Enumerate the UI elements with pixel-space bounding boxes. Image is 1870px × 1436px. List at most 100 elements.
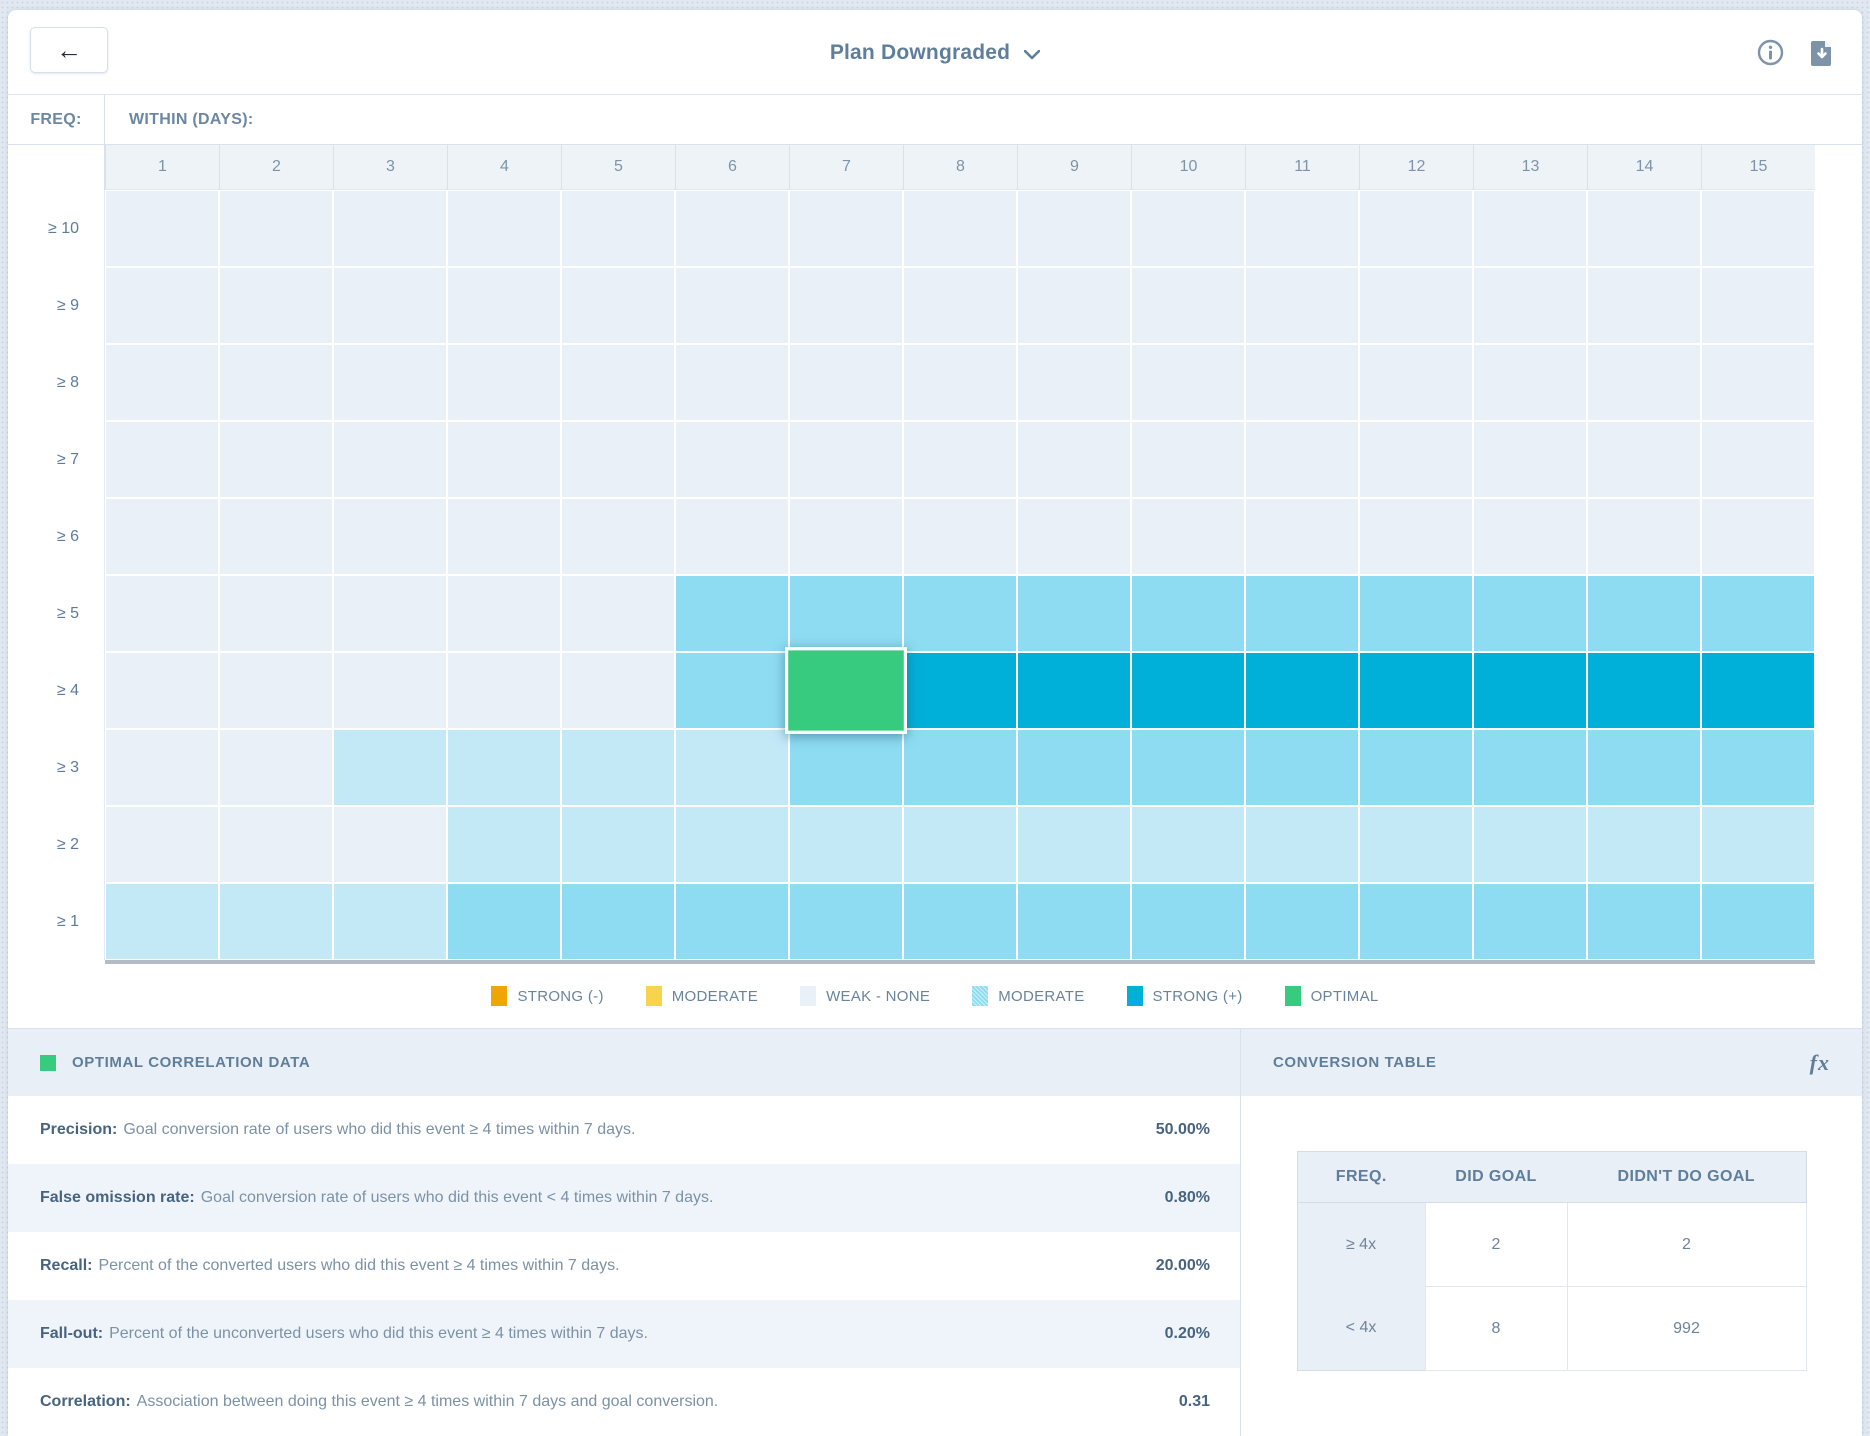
heatmap-cell[interactable] bbox=[903, 267, 1017, 344]
heatmap-cell[interactable] bbox=[675, 575, 789, 652]
heatmap-cell[interactable] bbox=[105, 190, 219, 267]
heatmap-cell[interactable] bbox=[1359, 190, 1473, 267]
heatmap-cell[interactable] bbox=[1245, 344, 1359, 421]
heatmap-cell[interactable] bbox=[1701, 883, 1815, 960]
heatmap-cell[interactable] bbox=[447, 806, 561, 883]
heatmap-cell[interactable] bbox=[1245, 652, 1359, 729]
heatmap-cell[interactable] bbox=[903, 575, 1017, 652]
heatmap-cell[interactable] bbox=[1017, 498, 1131, 575]
heatmap-cell[interactable] bbox=[561, 806, 675, 883]
heatmap-cell[interactable] bbox=[1587, 498, 1701, 575]
heatmap-cell[interactable] bbox=[333, 652, 447, 729]
heatmap-cell[interactable] bbox=[1587, 806, 1701, 883]
heatmap-cell[interactable] bbox=[105, 267, 219, 344]
heatmap-cell[interactable] bbox=[1359, 883, 1473, 960]
heatmap-cell[interactable] bbox=[675, 498, 789, 575]
heatmap-cell[interactable] bbox=[903, 806, 1017, 883]
heatmap-cell[interactable] bbox=[675, 190, 789, 267]
heatmap-cell[interactable] bbox=[219, 267, 333, 344]
heatmap-cell[interactable] bbox=[1017, 421, 1131, 498]
heatmap-cell[interactable] bbox=[333, 267, 447, 344]
heatmap-cell[interactable] bbox=[789, 267, 903, 344]
heatmap-cell[interactable] bbox=[333, 498, 447, 575]
heatmap-cell[interactable] bbox=[1359, 652, 1473, 729]
heatmap-cell[interactable] bbox=[1131, 652, 1245, 729]
heatmap-cell[interactable] bbox=[789, 498, 903, 575]
heatmap-cell[interactable] bbox=[1473, 498, 1587, 575]
download-report-icon[interactable] bbox=[1810, 39, 1834, 67]
heatmap-cell[interactable] bbox=[1587, 575, 1701, 652]
heatmap-cell[interactable] bbox=[219, 575, 333, 652]
heatmap-cell[interactable] bbox=[903, 498, 1017, 575]
heatmap-cell[interactable] bbox=[1473, 421, 1587, 498]
heatmap-cell[interactable] bbox=[789, 575, 903, 652]
heatmap-cell[interactable] bbox=[561, 498, 675, 575]
heatmap-cell[interactable] bbox=[333, 575, 447, 652]
heatmap-cell[interactable] bbox=[105, 421, 219, 498]
heatmap-cell[interactable] bbox=[1245, 806, 1359, 883]
heatmap-cell[interactable] bbox=[333, 190, 447, 267]
heatmap-cell[interactable] bbox=[789, 421, 903, 498]
heatmap-cell[interactable] bbox=[561, 729, 675, 806]
heatmap-cell[interactable] bbox=[1245, 498, 1359, 575]
heatmap-cell[interactable] bbox=[903, 729, 1017, 806]
heatmap-cell[interactable] bbox=[675, 421, 789, 498]
heatmap-cell[interactable] bbox=[1245, 190, 1359, 267]
heatmap-cell[interactable] bbox=[1587, 344, 1701, 421]
heatmap-cell[interactable] bbox=[219, 729, 333, 806]
heatmap-cell[interactable] bbox=[1473, 344, 1587, 421]
heatmap-cell[interactable] bbox=[105, 498, 219, 575]
heatmap-cell-selected-optimal[interactable] bbox=[785, 646, 907, 735]
heatmap-cell[interactable] bbox=[675, 652, 789, 729]
heatmap-cell[interactable] bbox=[219, 883, 333, 960]
heatmap-cell[interactable] bbox=[333, 344, 447, 421]
heatmap-cell[interactable] bbox=[903, 652, 1017, 729]
heatmap-cell[interactable] bbox=[1701, 806, 1815, 883]
heatmap-cell[interactable] bbox=[219, 498, 333, 575]
heatmap-cell[interactable] bbox=[1131, 498, 1245, 575]
heatmap-cell[interactable] bbox=[561, 575, 675, 652]
heatmap-cell[interactable] bbox=[1359, 575, 1473, 652]
heatmap-cell[interactable] bbox=[1131, 421, 1245, 498]
heatmap-cell[interactable] bbox=[789, 344, 903, 421]
heatmap-cell[interactable] bbox=[219, 421, 333, 498]
heatmap-cell[interactable] bbox=[1473, 575, 1587, 652]
heatmap-cell[interactable] bbox=[219, 652, 333, 729]
heatmap-cell[interactable] bbox=[105, 883, 219, 960]
heatmap-cell[interactable] bbox=[1359, 267, 1473, 344]
heatmap-cell[interactable] bbox=[1701, 421, 1815, 498]
heatmap-cell[interactable] bbox=[333, 806, 447, 883]
heatmap-cell[interactable] bbox=[1131, 575, 1245, 652]
heatmap-cell[interactable] bbox=[447, 498, 561, 575]
heatmap-cell[interactable] bbox=[333, 729, 447, 806]
heatmap-cell[interactable] bbox=[675, 344, 789, 421]
heatmap-cell[interactable] bbox=[1701, 344, 1815, 421]
heatmap-cell[interactable] bbox=[447, 652, 561, 729]
heatmap-cell[interactable] bbox=[903, 190, 1017, 267]
heatmap-cell[interactable] bbox=[1701, 729, 1815, 806]
heatmap-cell[interactable] bbox=[447, 267, 561, 344]
heatmap-cell[interactable] bbox=[561, 344, 675, 421]
heatmap-cell[interactable] bbox=[1587, 421, 1701, 498]
heatmap-cell[interactable] bbox=[1245, 883, 1359, 960]
heatmap-cell[interactable] bbox=[1017, 883, 1131, 960]
heatmap-cell[interactable] bbox=[1359, 729, 1473, 806]
heatmap-cell[interactable] bbox=[1473, 883, 1587, 960]
heatmap-cell[interactable] bbox=[1017, 190, 1131, 267]
heatmap-cell[interactable] bbox=[1017, 575, 1131, 652]
heatmap-cell[interactable] bbox=[447, 190, 561, 267]
heatmap-cell[interactable] bbox=[333, 883, 447, 960]
heatmap-cell[interactable] bbox=[1473, 806, 1587, 883]
heatmap-cell[interactable] bbox=[1473, 652, 1587, 729]
heatmap-cell[interactable] bbox=[1701, 652, 1815, 729]
heatmap-cell[interactable] bbox=[1701, 190, 1815, 267]
heatmap-cell[interactable] bbox=[1587, 190, 1701, 267]
heatmap-cell[interactable] bbox=[1245, 575, 1359, 652]
heatmap-cell[interactable] bbox=[447, 729, 561, 806]
heatmap-cell[interactable] bbox=[1131, 729, 1245, 806]
heatmap-cell[interactable] bbox=[1131, 267, 1245, 344]
heatmap-cell[interactable] bbox=[1131, 190, 1245, 267]
heatmap-cell[interactable] bbox=[1245, 729, 1359, 806]
heatmap-cell[interactable] bbox=[561, 190, 675, 267]
heatmap-cell[interactable] bbox=[1017, 344, 1131, 421]
